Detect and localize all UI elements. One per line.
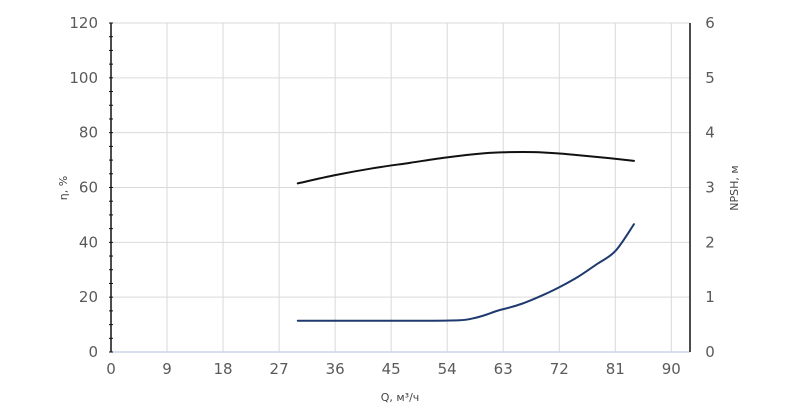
y-right-tick-label: 5: [705, 69, 715, 87]
y-left-tick-label: 0: [88, 343, 98, 361]
series-lines: [296, 150, 635, 322]
x-tick-label: 54: [438, 360, 457, 378]
x-axis-title: Q, м³/ч: [381, 391, 420, 404]
y-left-tick-label: 80: [79, 124, 98, 142]
y-right-tick-label: 1: [705, 288, 715, 306]
npsh-series-line: [296, 223, 635, 322]
y-right-tick-label: 6: [705, 14, 715, 32]
x-tick-label: 90: [662, 360, 681, 378]
y-right-tick-label: 3: [705, 179, 715, 197]
x-tick-label: 81: [606, 360, 625, 378]
efficiency-series-line: [296, 150, 635, 185]
y-right-tick-label: 0: [705, 343, 715, 361]
x-tick-label: 27: [270, 360, 289, 378]
y-left-tick-label: 60: [79, 179, 98, 197]
x-tick-label: 0: [106, 360, 116, 378]
axes: [109, 22, 691, 353]
y-right-tick-label: 2: [705, 233, 715, 251]
x-tick-label: 9: [162, 360, 172, 378]
grid: [111, 22, 690, 352]
y-axis-left-title: η, %: [57, 176, 70, 200]
y-right-tick-label: 4: [705, 124, 715, 142]
tick-labels: 0 9 18 27 36 45 54 63 72 81 9002040608010012001234…: [69, 14, 714, 378]
y-left-tick-label: 40: [79, 233, 98, 251]
y-left-tick-label: 120: [69, 14, 98, 32]
y-left-tick-label: 100: [69, 69, 98, 87]
x-tick-label: 63: [494, 360, 513, 378]
x-tick-label: 45: [382, 360, 401, 378]
y-axis-right-title: NPSH, м: [728, 165, 741, 210]
x-tick-label: 36: [326, 360, 345, 378]
x-tick-label: 18: [214, 360, 233, 378]
y-left-tick-label: 20: [79, 288, 98, 306]
x-tick-label: 72: [550, 360, 569, 378]
